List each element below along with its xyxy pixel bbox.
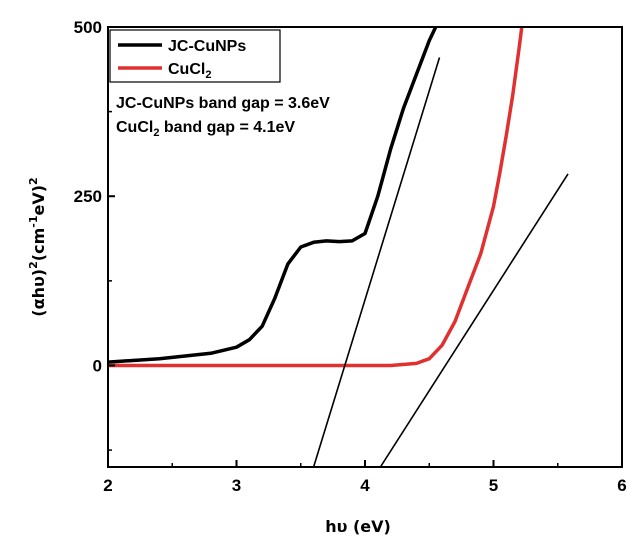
- plot-area: [108, 27, 569, 467]
- legend-label-jc-cunps: JC-CuNPs: [168, 38, 246, 55]
- x-tick-label: 5: [489, 476, 498, 495]
- y-tick-label: 500: [74, 18, 102, 37]
- tangent-line-cucl2: [379, 173, 569, 467]
- legend: JC-CuNPs CuCl2: [109, 29, 281, 83]
- series-jc-cunps-line: [108, 27, 438, 364]
- x-tick-label: 6: [617, 476, 626, 495]
- legend-box: [109, 29, 281, 83]
- series-cucl2-line: [108, 27, 524, 368]
- x-axis-title: hυ (eV): [325, 517, 391, 536]
- x-tick-label: 2: [103, 476, 112, 495]
- annotation-cucl2-band-gap: CuCl2 band gap = 4.1eV: [116, 119, 295, 139]
- annotation-jc-cunps-band-gap: JC-CuNPs band gap = 3.6eV: [116, 95, 330, 112]
- y-tick-label: 0: [93, 356, 102, 375]
- tangent-line-jc-cunps: [312, 57, 441, 467]
- y-axis-title: (αhυ)2(cm-1eV)2: [27, 177, 48, 316]
- plot-frame: [107, 26, 623, 468]
- x-tick-label: 4: [360, 476, 370, 495]
- y-tick-label: 250: [74, 187, 102, 206]
- axis-ticks: 2 3 4 5 6 0 250 500: [74, 18, 627, 495]
- x-tick-label: 3: [232, 476, 241, 495]
- legend-label-cucl2: CuCl2: [168, 61, 211, 81]
